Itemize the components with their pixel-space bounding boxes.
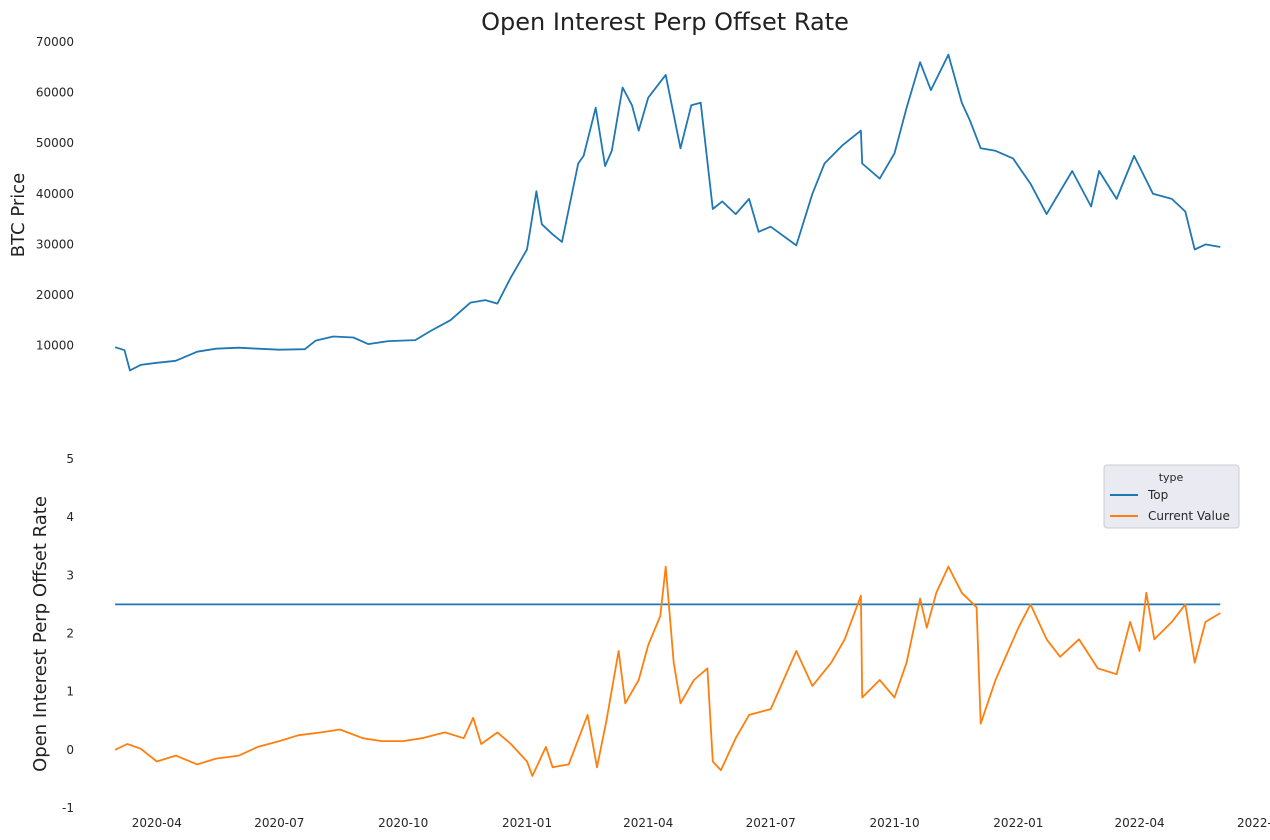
chart-title: Open Interest Perp Offset Rate [481, 8, 849, 36]
x-tick-label: 2021-07 [746, 816, 796, 830]
offset-rate-y-tick: 4 [66, 510, 74, 524]
series-line-current-value [114, 565, 1221, 777]
btc-price-y-tick: 30000 [36, 237, 74, 251]
btc-price-y-tick: 60000 [36, 86, 74, 100]
series-line-btc-price [114, 53, 1221, 372]
legend-box [1103, 464, 1240, 529]
x-tick-label: 2020-07 [254, 816, 304, 830]
x-tick-label: 2022-07 [1237, 816, 1270, 830]
bottom-y-axis-label: Open Interest Perp Offset Rate [30, 496, 51, 772]
btc-price-y-tick: 50000 [36, 136, 74, 150]
offset-rate-plot: -1 0 1 2 3 4 5 2020-04 2020-07 2020-10 2021-01 2021… [62, 452, 1270, 830]
btc-price-plot: 10000 20000 30000 40000 50000 60000 70000 [36, 35, 1221, 372]
btc-price-y-tick: 70000 [36, 35, 74, 49]
x-tick-label: 2021-10 [869, 816, 919, 830]
btc-price-y-tick: 20000 [36, 288, 74, 302]
x-tick-label: 2022-01 [993, 816, 1043, 830]
legend: type Top Current Value [1103, 464, 1240, 529]
x-tick-label: 2022-04 [1114, 816, 1164, 830]
x-tick-label: 2020-04 [132, 816, 182, 830]
x-tick-label: 2021-04 [623, 816, 673, 830]
offset-rate-y-tick: 5 [66, 452, 74, 466]
x-tick-label: 2021-01 [502, 816, 552, 830]
offset-rate-y-tick: 3 [66, 568, 74, 582]
offset-rate-y-tick: 0 [66, 743, 74, 757]
offset-rate-y-tick: 2 [66, 627, 74, 641]
legend-label-current-value: Current Value [1148, 509, 1230, 523]
btc-price-y-tick: 10000 [36, 339, 74, 353]
x-tick-label: 2020-10 [378, 816, 428, 830]
legend-label-top: Top [1147, 488, 1168, 502]
top-y-axis-label: BTC Price [8, 173, 29, 258]
legend-title: type [1159, 471, 1184, 484]
offset-rate-y-tick: 1 [66, 685, 74, 699]
btc-price-y-tick: 40000 [36, 187, 74, 201]
offset-rate-y-tick: -1 [62, 801, 74, 815]
